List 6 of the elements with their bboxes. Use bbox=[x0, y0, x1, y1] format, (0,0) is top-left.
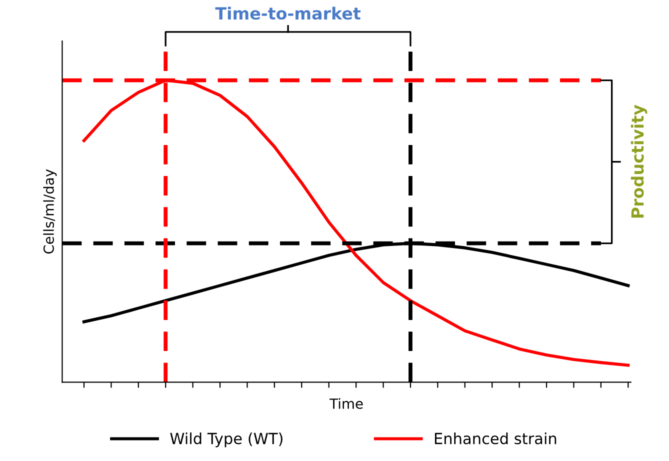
legend-label: Enhanced strain bbox=[434, 432, 556, 444]
x-axis-title: Time bbox=[330, 398, 363, 409]
text: Time-to-market bbox=[215, 6, 361, 20]
legend-label: Wild Type (WT) bbox=[170, 432, 282, 448]
y-axis-title: Cells/ml/day bbox=[43, 169, 57, 254]
text: Productivity bbox=[630, 104, 648, 218]
